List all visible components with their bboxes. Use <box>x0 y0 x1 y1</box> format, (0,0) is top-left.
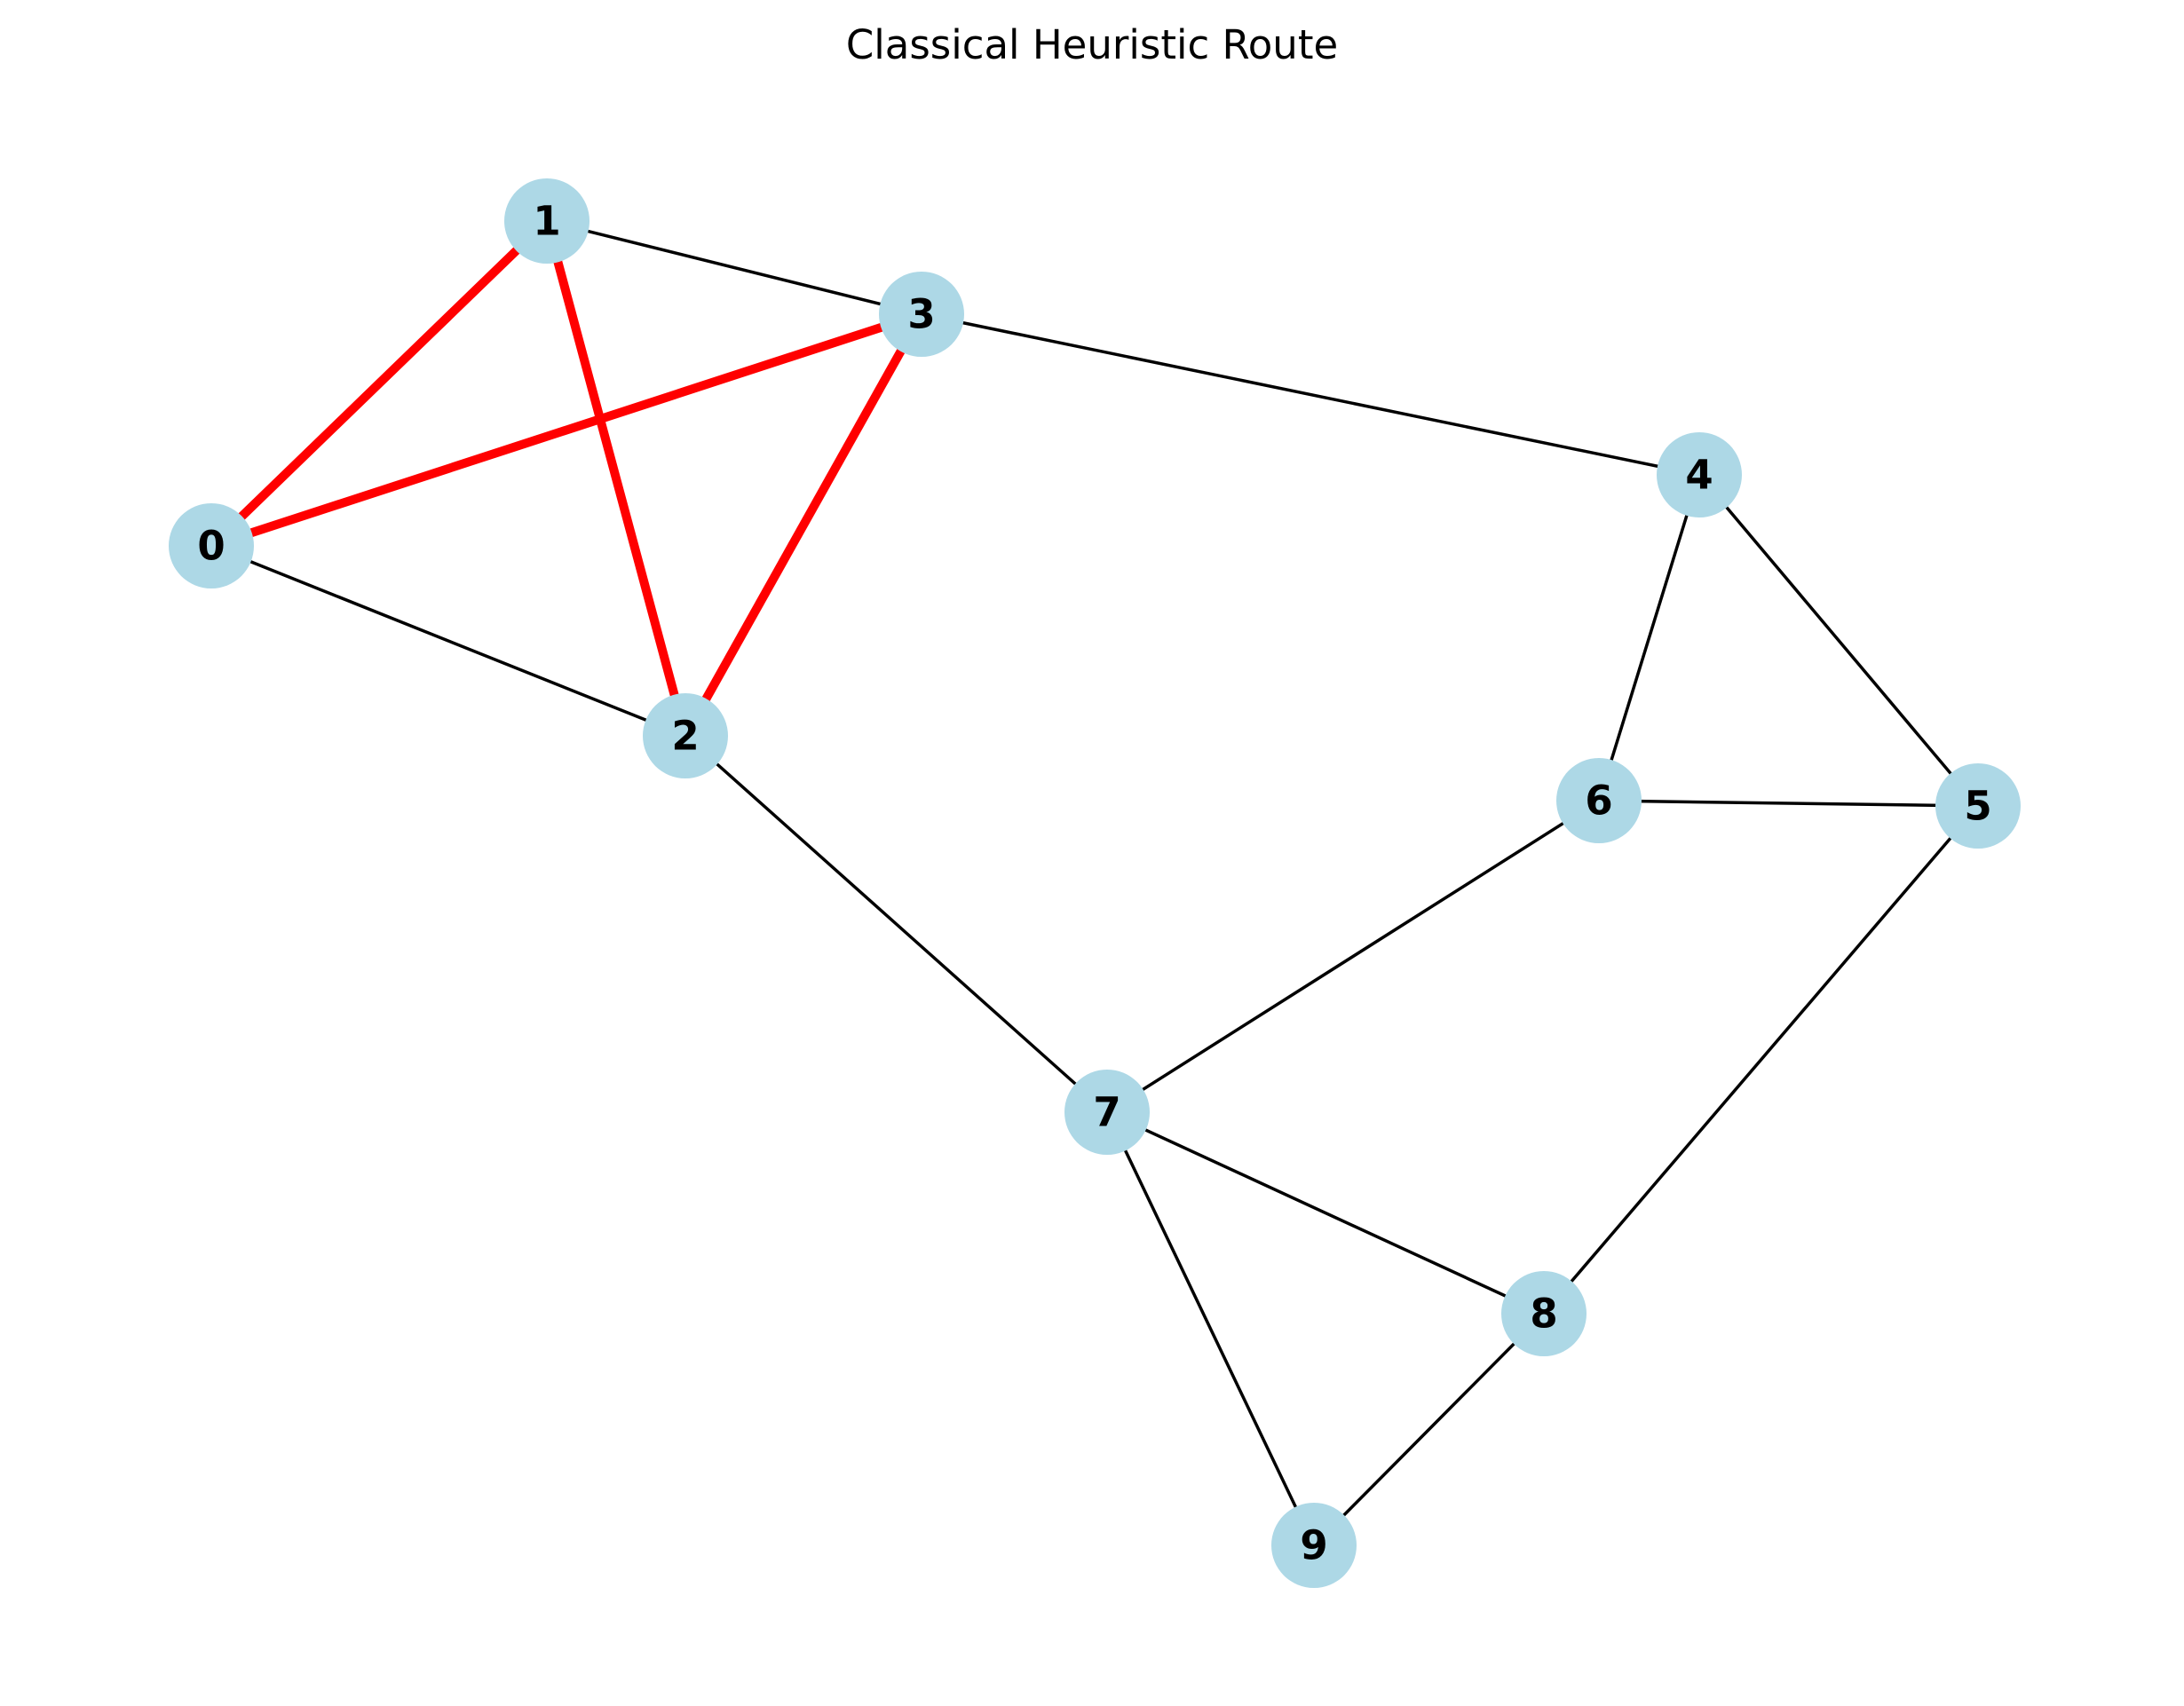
node-label-3: 3 <box>907 291 935 338</box>
edge-8-9 <box>1312 1312 1546 1547</box>
node-label-5: 5 <box>1964 783 1991 830</box>
edge-1-3 <box>546 219 922 316</box>
chart-title: Classical Heuristic Route <box>846 21 1338 68</box>
node-label-2: 2 <box>671 713 699 760</box>
node-label-8: 8 <box>1530 1291 1557 1338</box>
node-1: 1 <box>504 178 590 264</box>
node-label-4: 4 <box>1685 452 1713 499</box>
node-4: 4 <box>1657 432 1742 517</box>
nodes-layer: 0 1 2 3 4 5 6 7 8 9 <box>169 178 2021 1588</box>
edge-6-5 <box>1598 799 1979 808</box>
route-edge-1-2 <box>542 219 690 738</box>
node-circle-7 <box>1064 1070 1150 1155</box>
node-7: 7 <box>1064 1070 1150 1155</box>
node-circle-4 <box>1657 432 1742 517</box>
node-circle-6 <box>1556 758 1642 843</box>
edge-7-8 <box>1106 1110 1545 1315</box>
edge-4-5 <box>1697 473 1980 808</box>
edge-5-8 <box>1542 804 1980 1315</box>
edge-3-4 <box>921 312 1700 477</box>
node-label-1: 1 <box>533 198 560 245</box>
route-edge-0-1 <box>208 217 550 549</box>
edge-6-7 <box>1106 799 1600 1114</box>
node-label-9: 9 <box>1300 1522 1327 1569</box>
node-circle-8 <box>1501 1271 1587 1356</box>
node-0: 0 <box>169 503 254 588</box>
node-6: 6 <box>1556 758 1642 843</box>
node-label-7: 7 <box>1093 1089 1120 1136</box>
node-9: 9 <box>1271 1503 1357 1588</box>
node-circle-2 <box>643 693 728 778</box>
edge-4-6 <box>1597 474 1701 802</box>
node-circle-0 <box>169 503 254 588</box>
node-label-6: 6 <box>1585 778 1612 825</box>
edge-0-2 <box>210 544 686 738</box>
node-2: 2 <box>643 693 728 778</box>
edges-layer <box>208 217 1980 1547</box>
node-circle-3 <box>879 272 964 357</box>
node-3: 3 <box>879 272 964 357</box>
edge-7-9 <box>1105 1111 1316 1546</box>
node-8: 8 <box>1501 1271 1587 1356</box>
node-circle-1 <box>504 178 590 264</box>
node-5: 5 <box>1935 763 2021 849</box>
node-circle-5 <box>1935 763 2021 849</box>
route-edge-0-3 <box>210 310 923 550</box>
route-edge-2-3 <box>681 312 926 738</box>
node-label-0: 0 <box>197 523 225 570</box>
edge-2-7 <box>684 734 1109 1114</box>
node-circle-9 <box>1271 1503 1357 1588</box>
